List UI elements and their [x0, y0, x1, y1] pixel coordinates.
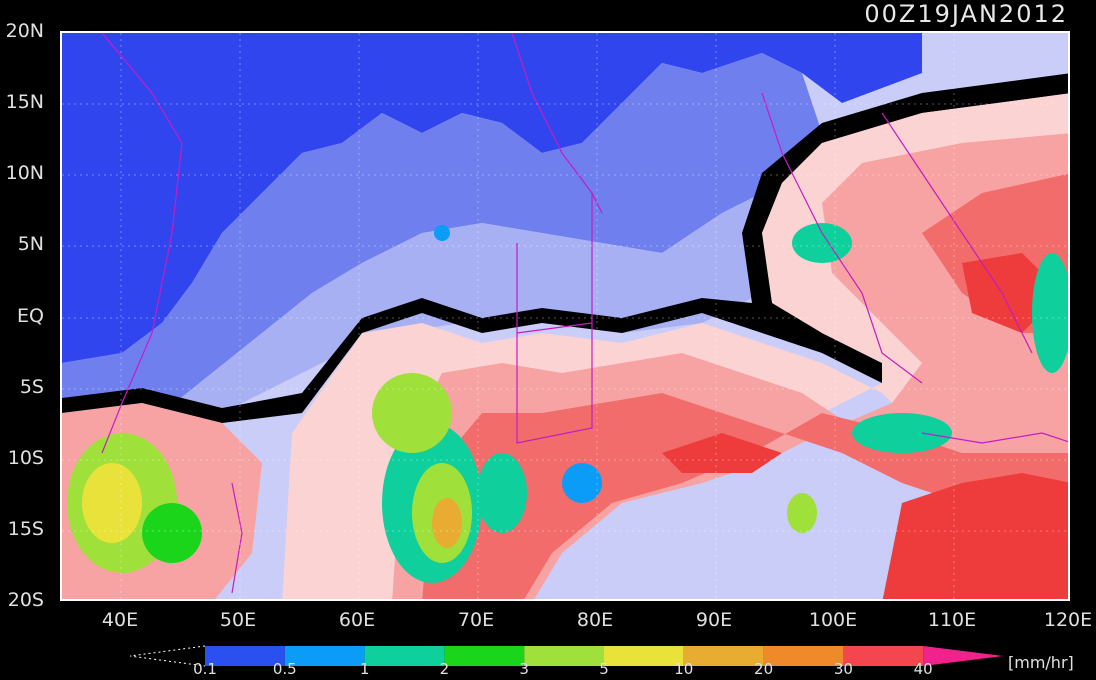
lat-label-5n: 5N [17, 233, 44, 255]
coastlines [101, 33, 1068, 594]
lon-label-70e: 70E [457, 609, 495, 631]
lon-label-50e: 50E [219, 609, 257, 631]
lat-label-5s: 5S [19, 376, 44, 398]
dry-region-midblue [62, 53, 822, 423]
lat-label-eq: EQ [17, 305, 44, 327]
lon-label-40e: 40E [101, 609, 139, 631]
lat-label-10s: 10S [7, 447, 44, 469]
colorbar-tick-label: 5 [599, 660, 609, 678]
colorbar-segment [683, 646, 764, 666]
colorbar-max-arrow [923, 646, 1004, 666]
colorbar-segment [763, 646, 844, 666]
grid-lines [62, 33, 1068, 599]
lat-label-20s: 20S [7, 589, 44, 611]
colorbar-tick-label: 0.1 [193, 660, 217, 678]
colorbar-segment [364, 646, 445, 666]
map-canvas [62, 33, 1068, 599]
colorbar-min-arrow [130, 645, 206, 667]
colorbar-tick-label: 40 [913, 660, 933, 678]
lon-label-60e: 60E [338, 609, 376, 631]
colorbar-segment [284, 646, 365, 666]
lat-label-20n: 20N [5, 20, 44, 42]
lon-label-120e: 120E [1043, 609, 1093, 631]
precipitation-map [60, 31, 1070, 601]
lon-label-90e: 90E [695, 609, 733, 631]
colorbar-tick-label: 20 [754, 660, 774, 678]
rain-region-strong [662, 253, 1068, 599]
colorbar-segment [604, 646, 684, 666]
colorbar-segment [205, 646, 285, 666]
units-label: [mm/hr] [1008, 653, 1074, 672]
colorbar-tick-label: 2 [439, 660, 450, 678]
dry-region-north [62, 33, 922, 363]
lon-label-80e: 80E [576, 609, 614, 631]
colorbar-segment [444, 646, 525, 666]
colorbar-segment [843, 646, 924, 666]
colorbar-legend [130, 645, 1004, 667]
lat-label-10n: 10N [5, 162, 44, 184]
lon-label-110e: 110E [927, 609, 977, 631]
colorbar-segment [524, 646, 604, 666]
colorbar-tick-label: 10 [674, 660, 694, 678]
lon-label-100e: 100E [808, 609, 858, 631]
lat-label-15n: 15N [5, 91, 44, 113]
convective-cells [67, 223, 1068, 583]
zero-rain-band [62, 73, 1068, 423]
colorbar-tick-label: 1 [359, 660, 370, 678]
colorbar-tick-label: 3 [519, 660, 529, 678]
colorbar-tick-label: 30 [833, 660, 853, 678]
timestamp-label: 00Z19JAN2012 [864, 0, 1068, 28]
lat-label-15s: 15S [7, 518, 44, 540]
colorbar-tick-label: 0.5 [272, 660, 297, 678]
